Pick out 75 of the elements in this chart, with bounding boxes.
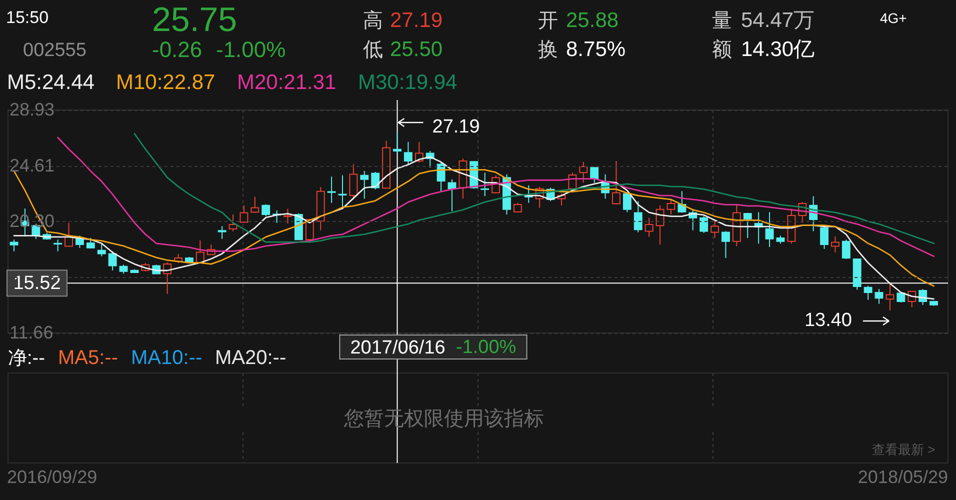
- text: 4G+: [880, 10, 907, 26]
- candlestick: [874, 288, 884, 304]
- y-tick-label: 11.66: [10, 322, 54, 342]
- candlestick: [634, 200, 642, 233]
- candlestick: [722, 230, 730, 258]
- x-tick-label: 2017/06/16: [350, 338, 446, 358]
- candlestick: [349, 164, 358, 200]
- candlestick: [590, 166, 599, 184]
- candlestick: [820, 226, 828, 250]
- y-tick-label: 28.93: [10, 100, 55, 120]
- text: 净:--: [8, 348, 45, 369]
- candlestick: [710, 219, 719, 238]
- text: 002555: [23, 40, 86, 61]
- candlestick: [666, 198, 676, 215]
- candlestick: [678, 190, 686, 214]
- annotation: 13.40: [804, 310, 852, 331]
- candlestick: [54, 239, 62, 252]
- annotation: 27.19: [432, 116, 480, 138]
- text: MA20:--: [215, 347, 286, 369]
- text: 额: [712, 39, 732, 61]
- candlestick: [338, 174, 347, 208]
- text: 查看最新 >: [872, 442, 936, 457]
- text: 2018/05/29: [858, 467, 948, 487]
- text: 开: [538, 10, 558, 32]
- candlestick: [228, 214, 238, 232]
- text: 高: [363, 9, 383, 32]
- line-series: [134, 132, 934, 244]
- text: 2016/09/29: [7, 467, 98, 487]
- candlestick: [886, 282, 894, 312]
- candlestick: [842, 239, 850, 260]
- candlestick: [327, 176, 336, 204]
- text: M20:21.31: [237, 70, 336, 94]
- candlestick: [622, 192, 632, 213]
- candlestick: [404, 141, 412, 165]
- candlestick: [513, 202, 522, 212]
- candlestick: [579, 161, 588, 184]
- text: 25.50: [390, 38, 443, 61]
- text: 15:50: [6, 8, 49, 27]
- text: 54.47万: [741, 9, 815, 32]
- candlestick: [262, 204, 270, 217]
- candlestick: [10, 239, 18, 252]
- text: 14.30亿: [741, 38, 815, 61]
- text: 27.19: [390, 9, 443, 32]
- text: MA5:--: [58, 347, 118, 369]
- candlestick: [644, 217, 654, 238]
- candlestick: [480, 172, 490, 197]
- candlestick: [700, 216, 708, 234]
- line-series: [57, 136, 934, 257]
- text: MA10:--: [131, 347, 202, 369]
- text: M10:22.87: [116, 70, 216, 94]
- text: 8.75%: [566, 38, 626, 61]
- text: -0.26: [152, 37, 202, 62]
- text: 量: [712, 10, 732, 32]
- text: 25.75: [152, 1, 238, 39]
- candlestick: [97, 242, 106, 257]
- y-tick-label: 24.61: [10, 155, 55, 176]
- candlestick: [218, 226, 226, 240]
- candlestick: [75, 235, 84, 248]
- candlestick: [393, 132, 402, 155]
- text: -1.00%: [456, 337, 516, 358]
- text: 25.88: [566, 9, 619, 32]
- text: M5:24.44: [7, 70, 95, 94]
- text: 低: [363, 39, 383, 61]
- candlestick: [284, 208, 292, 224]
- candlestick: [831, 236, 840, 253]
- candlestick: [765, 212, 774, 248]
- text: 换: [538, 39, 558, 61]
- candlestick: [119, 264, 128, 274]
- candlestick: [612, 160, 620, 205]
- text: M30:19.94: [358, 70, 458, 94]
- candlestick: [360, 170, 369, 200]
- text: -1.00%: [216, 37, 286, 62]
- candlestick: [240, 204, 248, 223]
- candlestick: [250, 196, 260, 214]
- candlestick: [864, 285, 872, 300]
